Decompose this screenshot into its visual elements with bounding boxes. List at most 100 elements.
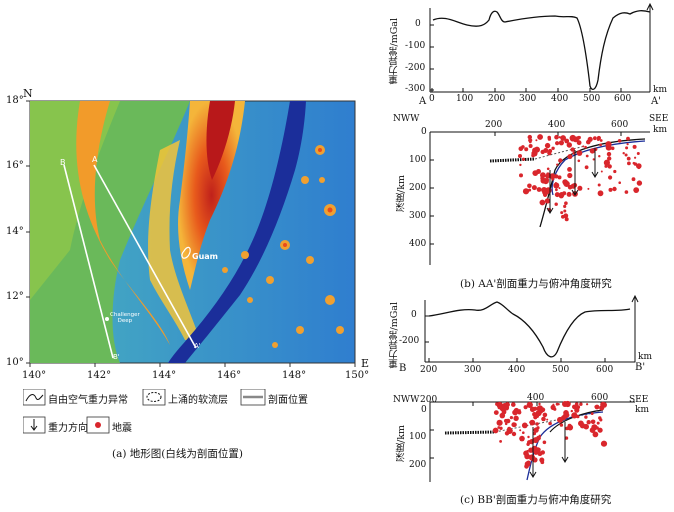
earthquake-point	[596, 138, 600, 141]
earthquake-point	[558, 158, 563, 163]
earthquake-point	[607, 164, 612, 169]
earthquake-point	[584, 415, 588, 419]
gravity-end-a: A'	[651, 96, 661, 107]
earthquake-point	[561, 415, 566, 421]
earthquake-point	[626, 156, 631, 161]
lat-tick-14: 14°	[6, 226, 24, 237]
earthquake-point	[624, 190, 629, 194]
earthquake-point	[499, 426, 503, 430]
map-panel: N E 18° 16° 14° 12° 10° 140° 142° 144° 1…	[6, 87, 370, 460]
earthquake-point	[566, 142, 572, 148]
gravity-ytick-aa-0: 0	[415, 19, 421, 29]
lat-tick-10: 10°	[6, 357, 24, 368]
challenger-deep-label: Challenger Deep	[110, 312, 140, 324]
earthquake-point	[511, 402, 516, 407]
earthquake-point	[610, 146, 615, 151]
profile-a-start-label: A	[92, 155, 98, 164]
earthquake-point	[536, 187, 542, 192]
earthquake-point	[529, 421, 532, 424]
gravity-xtick-bb-3: 500	[552, 365, 570, 375]
earthquake-point	[599, 143, 602, 147]
earthquake-point	[634, 156, 637, 159]
earthquake-point	[558, 140, 564, 146]
gravity-xtick-aa-0: 0	[429, 94, 435, 104]
earthquake-point	[612, 186, 617, 192]
depth-right-aa: SEE	[649, 114, 669, 124]
earthquake-point	[556, 183, 559, 185]
earthquake-point	[599, 405, 605, 411]
depth-section-aa	[429, 131, 650, 265]
earthquake-point	[526, 460, 531, 465]
earthquake-point	[505, 418, 511, 424]
earthquake-point	[536, 406, 541, 411]
earthquake-point	[583, 423, 589, 430]
earthquake-point	[600, 440, 608, 447]
gravity-xtick-aa-5: 500	[583, 94, 601, 104]
earthquake-point	[528, 188, 532, 192]
north-label: N	[23, 87, 33, 100]
gravity-ylabel-aa: 重力异常/mGal	[389, 18, 400, 85]
earthquake-point	[631, 177, 636, 182]
earthquake-point	[591, 424, 598, 431]
earthquake-point	[532, 412, 537, 417]
earthquake-point	[600, 170, 603, 173]
earthquake-point	[533, 447, 540, 454]
earthquake-point	[570, 409, 573, 413]
earthquake-point	[558, 193, 564, 199]
guam-outline	[181, 246, 191, 259]
depth-ytick-bb-2: 200	[409, 460, 427, 470]
lon-tick-150: 150°	[345, 370, 370, 381]
earthquake-point	[519, 435, 525, 442]
depth-left-bb: NWW	[393, 395, 420, 405]
depth-section-bb	[429, 400, 635, 482]
earthquake-point	[586, 420, 591, 425]
depth-ytick-aa-4: 400	[409, 239, 427, 249]
depth-ylabel-bb: 深度/km	[396, 425, 407, 462]
earthquake-point	[518, 409, 521, 412]
gravity-xtick-aa-3: 300	[519, 94, 537, 104]
earthquake-point	[563, 204, 567, 208]
earthquake-point	[509, 416, 513, 420]
earthquake-point	[540, 172, 546, 179]
earthquake-point	[524, 147, 529, 152]
earthquake-point	[617, 139, 622, 143]
earthquake-point	[577, 159, 581, 163]
earthquake-point	[563, 209, 567, 213]
earthquake-point	[555, 188, 558, 192]
earthquake-point	[594, 404, 600, 410]
earthquake-point	[551, 177, 555, 181]
earthquake-point	[598, 155, 601, 158]
profile-line-a	[93, 164, 197, 349]
depth-left-aa: NWW	[393, 114, 420, 124]
earthquake-point	[592, 158, 595, 161]
depth-xunit-bb: km	[635, 405, 649, 415]
earthquake-point	[548, 148, 553, 154]
earthquake-point	[542, 412, 548, 418]
earthquake-point	[519, 173, 523, 178]
earthquake-point	[603, 159, 610, 166]
earthquake-point	[519, 429, 522, 432]
earthquake-point	[560, 211, 564, 215]
earthquake-point	[554, 134, 559, 140]
depth-xtick-bb-2: 600	[591, 393, 609, 403]
earthquake-point	[567, 172, 573, 179]
gravity-xtick-bb-4: 600	[596, 365, 614, 375]
earthquake-point	[528, 144, 533, 148]
earthquake-point	[572, 404, 577, 410]
earthquake-point	[593, 136, 597, 141]
earthquake-point	[535, 422, 539, 426]
depth-xtick-aa-1: 400	[548, 120, 566, 130]
earthquake-point	[529, 140, 532, 144]
earthquake-point	[557, 175, 562, 180]
earthquake-point	[597, 183, 601, 187]
earthquake-point	[576, 405, 581, 409]
depth-xtick-bb-0: 200	[420, 395, 438, 405]
earthquake-point	[622, 152, 625, 155]
earthquake-point	[554, 202, 558, 206]
earthquake-point	[544, 198, 551, 204]
earthquake-point	[540, 407, 546, 413]
earthquake-point	[544, 142, 551, 149]
earthquake-point	[523, 405, 528, 410]
lon-tick-140: 140°	[22, 370, 47, 381]
lat-tick-18: 18°	[6, 95, 24, 106]
